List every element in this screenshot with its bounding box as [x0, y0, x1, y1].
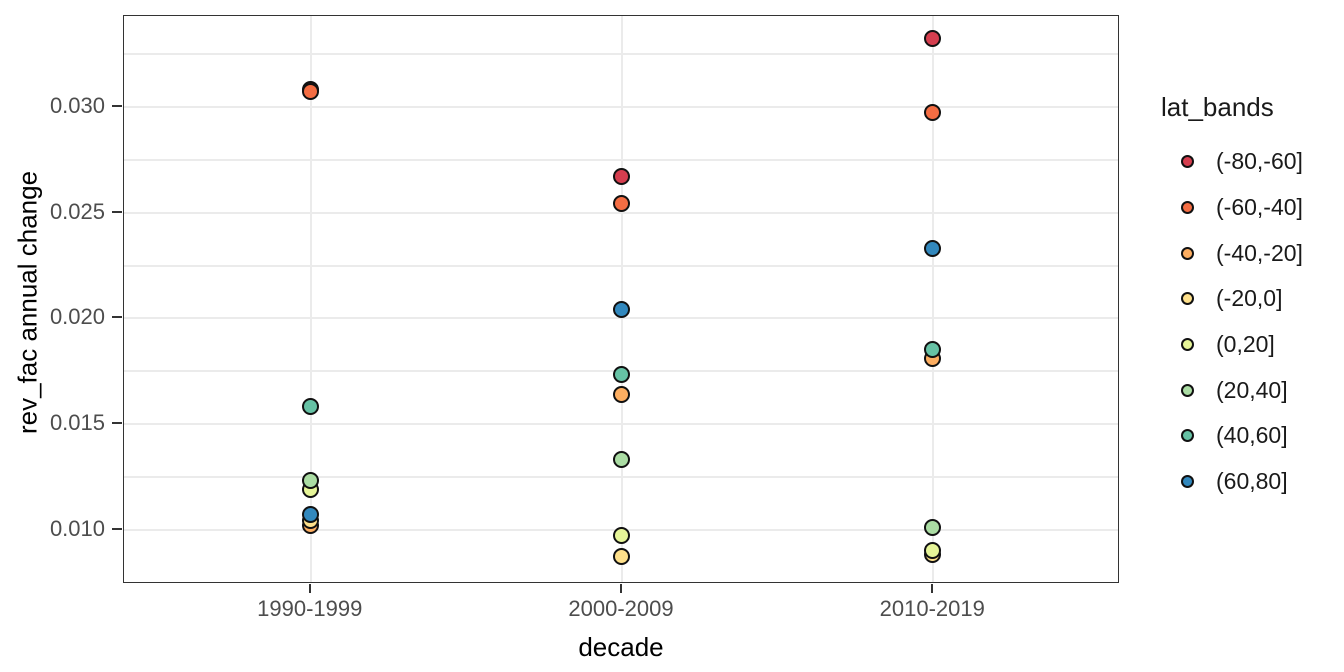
legend-entry: (0,20]	[1161, 322, 1343, 368]
data-point	[613, 366, 630, 384]
x-tick-label: 2000-2009	[568, 596, 674, 621]
legend-key-icon	[1181, 201, 1194, 215]
data-point	[924, 239, 942, 257]
y-tick-mark	[112, 104, 122, 107]
data-point	[613, 527, 630, 545]
data-point	[613, 548, 630, 566]
x-axis-title: decade	[578, 632, 664, 662]
legend-key-icon	[1181, 292, 1194, 306]
legend-entry: (60,80]	[1161, 459, 1343, 505]
y-tick-label: 0.010	[49, 515, 105, 541]
gridline-vertical	[309, 16, 312, 582]
gridline-vertical	[621, 16, 623, 582]
legend-key-icon	[1181, 338, 1194, 352]
gridline-vertical	[932, 16, 935, 582]
data-point	[301, 472, 319, 490]
data-point	[613, 451, 630, 469]
data-point	[301, 506, 319, 524]
legend-key-icon	[1181, 155, 1194, 169]
legend-key-icon	[1181, 383, 1194, 397]
legend-entry: (20,40]	[1161, 367, 1343, 413]
legend-entry: (-20,0]	[1161, 276, 1343, 322]
legend-entry: (40,60]	[1161, 413, 1343, 459]
legend-entry-label: (-80,-60]	[1216, 148, 1303, 175]
data-point	[613, 385, 630, 403]
legend: lat_bands (-80,-60] (-60,-40] (-40,-20] (-2…	[1161, 92, 1343, 505]
y-tick-mark	[112, 527, 122, 530]
legend-entry: (-40,-20]	[1161, 230, 1343, 276]
plot-panel	[123, 15, 1119, 583]
legend-key-icon	[1181, 429, 1194, 443]
data-point	[924, 30, 942, 48]
legend-entry-label: (40,60]	[1216, 422, 1288, 449]
data-point	[301, 83, 319, 101]
x-tick-label: 1990-1999	[257, 596, 363, 621]
y-tick-label: 0.030	[49, 92, 105, 118]
legend-entry-label: (0,20]	[1216, 331, 1275, 358]
legend-entry-label: (60,80]	[1216, 468, 1288, 495]
legend-entries: (-80,-60] (-60,-40] (-40,-20] (-20,0] (0,20]…	[1161, 139, 1343, 505]
y-tick-mark	[112, 422, 122, 425]
x-tick-mark	[931, 584, 934, 593]
legend-entry-label: (20,40]	[1216, 376, 1288, 403]
data-point	[613, 195, 630, 213]
y-axis-title: rev_fac annual change	[12, 170, 43, 435]
legend-entry-label: (-20,0]	[1216, 285, 1283, 312]
legend-key-icon	[1181, 475, 1194, 489]
legend-entry-label: (-40,-20]	[1216, 239, 1303, 266]
legend-entry: (-80,-60]	[1161, 139, 1343, 185]
y-tick-mark	[112, 316, 122, 319]
y-tick-label: 0.020	[49, 304, 105, 330]
data-point	[924, 104, 942, 122]
data-point	[301, 398, 319, 416]
y-tick-label: 0.015	[49, 410, 105, 436]
data-point	[613, 167, 630, 185]
legend-title: lat_bands	[1161, 92, 1274, 122]
legend-entry-label: (-60,-40]	[1216, 194, 1303, 221]
data-point	[924, 341, 942, 359]
legend-key-icon	[1181, 246, 1194, 260]
x-tick-label: 2010-2019	[879, 596, 985, 621]
x-tick-mark	[308, 584, 311, 593]
y-tick-mark	[112, 210, 122, 213]
data-point	[613, 300, 630, 318]
legend-entry: (-60,-40]	[1161, 185, 1343, 231]
data-point	[924, 542, 942, 559]
x-tick-mark	[620, 584, 622, 593]
data-point	[924, 518, 942, 536]
y-tick-label: 0.025	[49, 198, 105, 224]
